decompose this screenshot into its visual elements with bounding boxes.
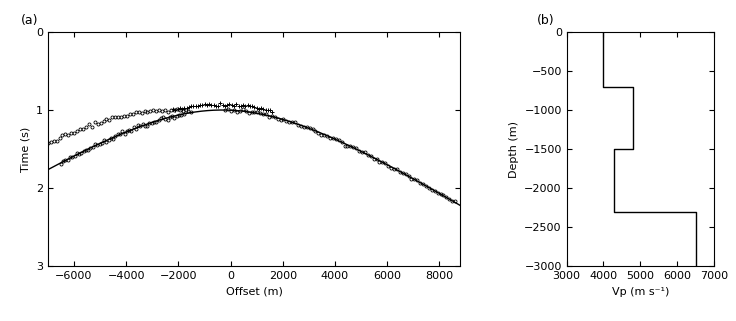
Y-axis label: Depth (m): Depth (m) xyxy=(509,121,519,178)
Y-axis label: Time (s): Time (s) xyxy=(21,127,30,172)
X-axis label: Vp (m s⁻¹): Vp (m s⁻¹) xyxy=(612,287,669,297)
X-axis label: Offset (m): Offset (m) xyxy=(226,287,283,297)
Text: (b): (b) xyxy=(537,14,555,27)
Text: (a): (a) xyxy=(21,14,38,27)
